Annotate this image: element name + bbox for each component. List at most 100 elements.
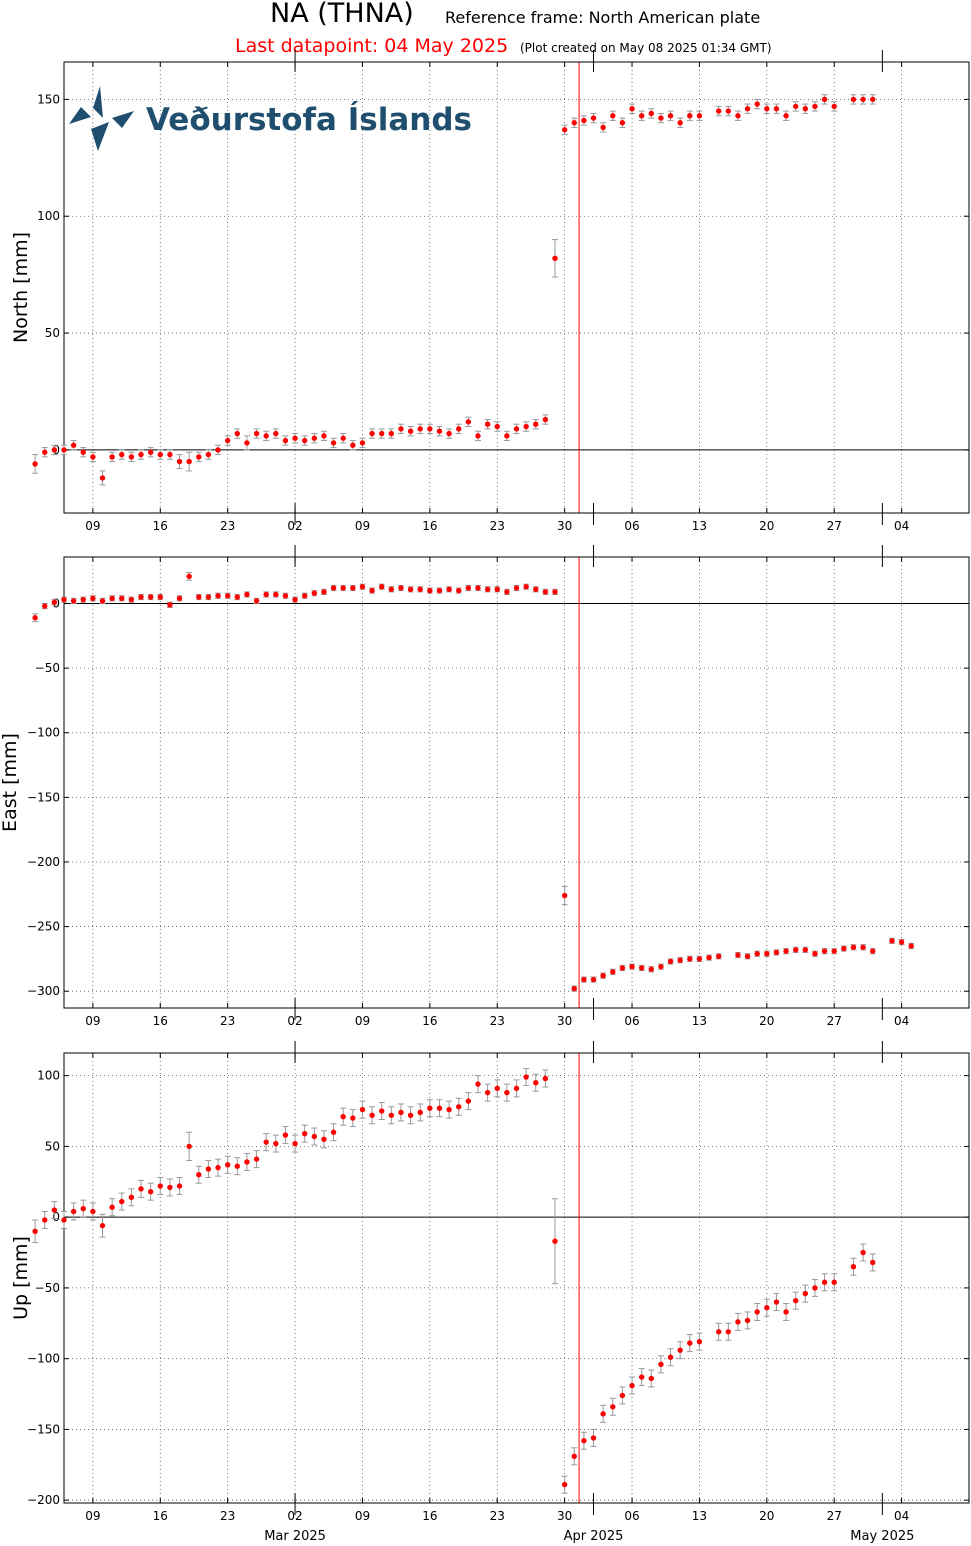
data-point — [475, 1081, 481, 1087]
data-point — [889, 938, 895, 944]
data-point — [436, 587, 443, 594]
y-tick-label: −100 — [27, 726, 60, 740]
data-point — [677, 120, 683, 126]
panel-north: 09162302091623300613202704050100150North… — [10, 50, 970, 533]
data-point — [80, 449, 86, 455]
data-point — [388, 430, 395, 437]
data-point — [224, 437, 231, 444]
data-point — [61, 1217, 67, 1223]
station-title: NA (THNA) — [270, 0, 414, 29]
data-point — [513, 1085, 520, 1092]
data-point — [764, 1305, 770, 1311]
data-point — [494, 586, 500, 593]
logo-mark-shape — [91, 122, 109, 151]
data-point — [70, 1208, 77, 1215]
data-point — [475, 433, 481, 439]
data-point — [186, 458, 192, 465]
data-point — [340, 435, 346, 441]
data-point — [70, 598, 77, 604]
data-point — [581, 117, 587, 124]
data-point — [764, 951, 770, 957]
data-point — [215, 593, 221, 599]
x-tick-label: 23 — [220, 1509, 235, 1523]
axes-frame — [63, 1052, 970, 1504]
data-point — [513, 585, 520, 591]
data-point — [638, 1374, 645, 1380]
data-point — [330, 1129, 337, 1135]
data-point — [783, 113, 789, 119]
month-label: Apr 2025 — [564, 1529, 624, 1544]
data-point — [205, 451, 212, 458]
data-point — [61, 596, 67, 603]
data-point — [167, 451, 173, 458]
data-point — [273, 430, 279, 437]
data-point — [340, 1113, 346, 1120]
data-point — [658, 1361, 664, 1368]
data-point — [128, 596, 135, 603]
x-tick-label: 13 — [692, 1014, 707, 1028]
x-tick-label: 09 — [355, 519, 370, 533]
data-point — [301, 437, 308, 444]
data-point — [600, 972, 606, 979]
data-point — [571, 120, 577, 126]
data-point — [802, 1290, 809, 1297]
data-point — [802, 106, 809, 112]
data-point — [475, 585, 481, 591]
data-point — [638, 113, 645, 119]
data-point — [783, 948, 789, 954]
data-point — [379, 430, 385, 437]
data-point — [831, 1279, 837, 1285]
data-point — [696, 1338, 703, 1345]
data-point — [417, 586, 423, 593]
logo-mark-shape — [93, 86, 103, 118]
data-point — [157, 594, 163, 600]
data-point — [590, 976, 597, 983]
data-point — [70, 442, 77, 448]
data-point — [590, 115, 597, 121]
data-point — [90, 1208, 96, 1215]
data-point — [638, 965, 645, 971]
data-point — [870, 96, 876, 103]
data-point — [147, 594, 154, 600]
data-point — [99, 598, 106, 604]
data-point — [80, 1205, 86, 1212]
data-point — [446, 430, 452, 437]
data-point — [610, 1404, 616, 1410]
x-tick-label: 09 — [85, 519, 100, 533]
x-tick-label: 13 — [692, 519, 707, 533]
x-tick-label: 16 — [422, 1509, 437, 1523]
data-point — [292, 1140, 298, 1147]
logo-text: Veðurstofa Íslands — [146, 102, 472, 138]
data-point — [42, 1217, 48, 1223]
data-point — [273, 1140, 279, 1147]
data-point — [465, 419, 472, 425]
data-point — [176, 595, 183, 602]
data-point — [735, 113, 741, 119]
data-point — [80, 596, 86, 603]
month-label: Mar 2025 — [264, 1529, 326, 1544]
data-point — [715, 953, 722, 960]
data-point — [340, 585, 346, 591]
data-point — [128, 1194, 135, 1201]
data-point — [831, 103, 837, 110]
data-point — [196, 1171, 202, 1178]
data-point — [754, 951, 760, 957]
data-point — [802, 947, 809, 953]
data-point — [561, 1481, 568, 1488]
data-point — [311, 1133, 318, 1140]
x-tick-label: 16 — [153, 1014, 168, 1028]
x-tick-label: 16 — [153, 1509, 168, 1523]
panel-up: 09 16 23 02 09 16 23 30 06 13 20 27 04 Mar 2025 Apr 20… — [10, 1041, 970, 1544]
data-point — [388, 586, 395, 593]
x-tick-label: 20 — [759, 519, 774, 533]
data-point — [667, 1354, 674, 1360]
data-point — [32, 1228, 38, 1235]
data-point — [793, 1297, 799, 1304]
data-point — [90, 454, 96, 460]
data-point — [446, 1106, 452, 1113]
data-point — [456, 426, 462, 432]
x-tick-label: 23 — [490, 519, 505, 533]
data-point — [619, 1392, 626, 1399]
data-point — [253, 430, 260, 437]
